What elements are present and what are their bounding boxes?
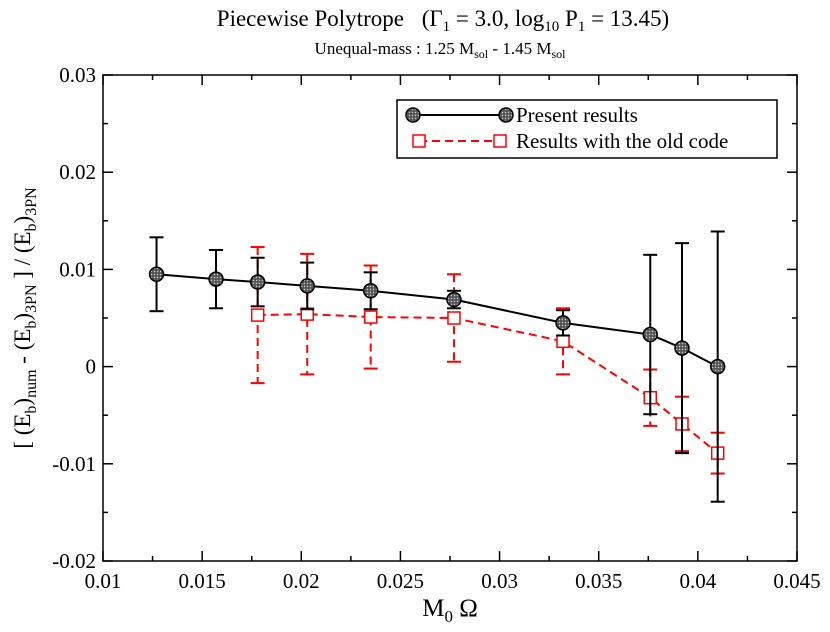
data-point-circle xyxy=(249,274,266,290)
x-tick-label: 0.025 xyxy=(377,569,424,593)
x-axis-label: M0 Ω xyxy=(422,595,478,626)
subtitle-sub1: sol xyxy=(474,47,489,61)
legend-marker-old-left xyxy=(412,134,426,148)
data-point-circle xyxy=(299,278,315,294)
title-main: Piecewise Polytrope xyxy=(217,6,404,31)
y-tick-label: -0.02 xyxy=(52,549,96,573)
x-tick-label: 0.04 xyxy=(679,569,716,593)
chart-subtitle: Unequal-mass : 1.25 Msol - 1.45 Msol xyxy=(315,39,567,61)
title-gamma-sub: 1 xyxy=(443,19,451,35)
title-gamma-symbol: Γ xyxy=(429,6,442,31)
legend-label-old: Results with the old code xyxy=(516,129,728,153)
data-point-circle xyxy=(208,271,224,287)
ylabel-p5: ] / (E xyxy=(10,231,35,284)
plot-area xyxy=(148,230,726,503)
legend-box xyxy=(396,99,778,159)
ylabel-p3: - (E xyxy=(10,329,35,370)
title-eos-open: ( xyxy=(422,6,430,31)
y-tick-label: 0 xyxy=(86,355,97,379)
data-point-circle xyxy=(148,266,165,283)
data-point-circle xyxy=(674,340,690,356)
data-point-circle xyxy=(709,358,726,375)
xlabel-sub: 0 xyxy=(444,607,453,626)
x-tick-label: 0.045 xyxy=(773,569,820,593)
x-tick-label: 0.02 xyxy=(283,569,320,593)
legend: Present results Results with the old cod… xyxy=(396,99,778,159)
ylabel-s2: num xyxy=(23,369,40,398)
xlabel-rest: Ω xyxy=(453,595,478,622)
ylabel-s1: b xyxy=(23,406,40,414)
series-present xyxy=(148,230,726,503)
data-point-circle xyxy=(446,291,462,308)
data-point-circle xyxy=(555,315,571,331)
y-axis-label: [ (Eb)num - (Eb)3PN ] / (Eb)3PN xyxy=(10,187,40,449)
title-gamma-value: = 3.0, log xyxy=(450,6,545,31)
x-tick-label: 0.035 xyxy=(575,569,622,593)
data-point-circle xyxy=(362,283,379,299)
xlabel-main: M xyxy=(422,595,444,622)
y-tick-label: -0.01 xyxy=(52,452,96,476)
ylabel-s5: b xyxy=(23,223,40,231)
x-tick-label: 0.03 xyxy=(481,569,518,593)
axis-ticks xyxy=(102,74,798,562)
y-tick-label: 0.02 xyxy=(59,160,96,184)
y-tick-label: 0.03 xyxy=(59,63,96,87)
ylabel-s6: 3PN xyxy=(23,187,40,216)
legend-marker-present-left xyxy=(405,107,421,123)
x-tick-labels: 0.01 0.015 0.02 0.025 0.03 0.035 0.04 0.045 xyxy=(85,569,821,593)
title-p-symbol: P xyxy=(559,6,578,31)
title-p-value: = 13.45) xyxy=(585,6,669,31)
legend-marker-old-right xyxy=(493,134,507,148)
ylabel-s3: b xyxy=(23,321,40,329)
series-old-code xyxy=(250,246,725,475)
subtitle-prefix: Unequal-mass : 1.25 M xyxy=(315,39,475,58)
y-tick-label: 0.01 xyxy=(59,257,96,281)
data-point-square xyxy=(447,311,461,325)
ylabel-p4: ) xyxy=(10,313,35,321)
chart-title: Piecewise Polytrope (Γ1 = 3.0, log10 P1 … xyxy=(217,6,669,35)
series-line xyxy=(156,273,719,368)
ylabel-p2: ) xyxy=(10,398,35,406)
data-point-square xyxy=(250,308,265,322)
title-log-sub: 10 xyxy=(544,19,559,35)
data-point-square xyxy=(363,310,378,324)
legend-label-present: Present results xyxy=(516,103,638,127)
subtitle-middle: - 1.45 M xyxy=(488,39,551,58)
ylabel-p1: [ (E xyxy=(10,414,35,449)
x-tick-label: 0.01 xyxy=(85,569,122,593)
data-point-circle xyxy=(642,326,659,343)
title-p-sub: 1 xyxy=(578,19,586,35)
ylabel-p6: ) xyxy=(10,216,35,224)
data-point-square xyxy=(556,334,570,349)
ylabel-s4: 3PN xyxy=(23,284,40,313)
y-tick-labels: -0.02 -0.01 0 0.01 0.02 0.03 xyxy=(52,63,96,573)
subtitle-sub2: sol xyxy=(551,47,566,61)
x-tick-label: 0.015 xyxy=(179,569,226,593)
legend-marker-present-right xyxy=(498,107,514,123)
